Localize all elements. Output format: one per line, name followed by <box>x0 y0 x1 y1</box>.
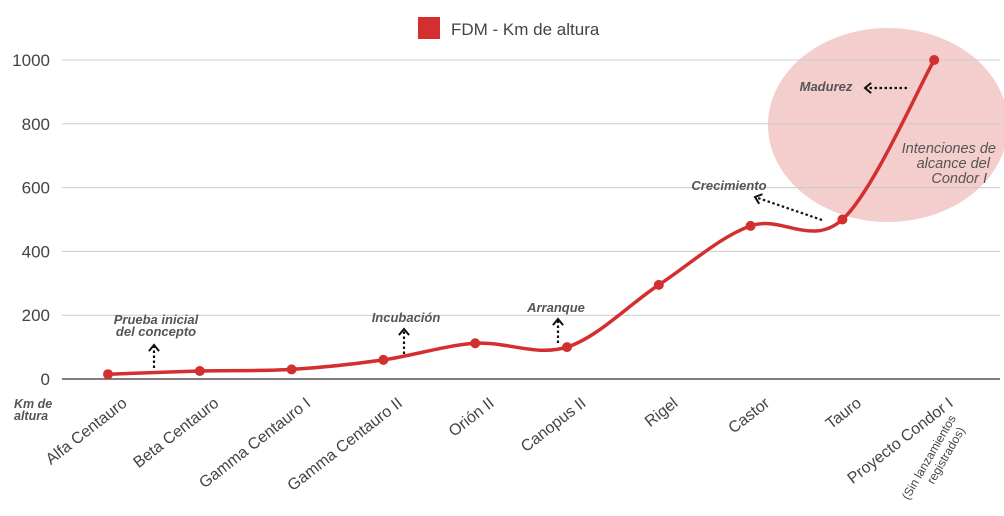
annotation-arrow <box>863 82 907 94</box>
legend-label: FDM - Km de altura <box>451 20 600 39</box>
x-tick-label: Alfa Centauro <box>43 395 131 469</box>
annotation-label: Incubación <box>372 310 441 325</box>
highlight-line1: Intenciones de <box>902 141 996 157</box>
y-tick-label: 400 <box>22 242 50 261</box>
annotation-line: Crecimiento <box>691 178 766 193</box>
data-point <box>378 354 389 365</box>
annotation-arrow <box>552 317 564 343</box>
annotation-line: Madurez <box>800 79 853 94</box>
data-point <box>653 279 664 290</box>
annotation-arrow <box>398 327 410 354</box>
data-point <box>470 338 481 349</box>
highlight-text: Intenciones de alcance del Condor I <box>902 141 1000 187</box>
x-tick-label: Tauro <box>823 395 865 433</box>
highlight-ellipse <box>768 28 1004 222</box>
annotation-label: Prueba inicial del concepto <box>114 312 199 339</box>
annotation-line: Incubación <box>372 310 441 325</box>
annotation-arrow <box>148 343 160 368</box>
highlight-line2: alcance del <box>917 156 991 172</box>
data-point <box>745 220 756 231</box>
annotation-arrow <box>753 193 823 222</box>
annotation-label: Madurez <box>800 79 853 94</box>
data-point <box>837 214 848 225</box>
x-tick-label: Orión II <box>446 395 498 441</box>
x-tick-label: Rigel <box>642 395 681 431</box>
y-tick-label: 200 <box>22 306 50 325</box>
y-tick-label: 600 <box>22 179 50 198</box>
y-axis-label: Km de altura <box>14 397 56 423</box>
annotation-label: Crecimiento <box>691 178 766 193</box>
x-tick-label: Castor <box>725 394 773 437</box>
y-axis-label-line1: Km de <box>14 397 52 411</box>
data-point <box>929 55 940 65</box>
x-tick-label: Canopus II <box>518 395 589 456</box>
y-tick-label: 800 <box>22 115 50 134</box>
y-tick-label: 0 <box>41 370 50 389</box>
annotation-label: Arranque <box>526 300 585 315</box>
y-tick-label: 1000 <box>12 51 50 70</box>
highlight-line3: Condor I <box>931 171 987 187</box>
data-point <box>286 364 297 375</box>
annotation-line: Prueba inicial <box>114 312 199 327</box>
annotation-line: del concepto <box>116 324 196 339</box>
series-line <box>106 58 936 376</box>
y-axis-label-line2: altura <box>14 409 48 423</box>
data-point <box>194 366 205 377</box>
x-tick-label: Beta Centauro <box>130 395 222 472</box>
data-point <box>562 342 572 353</box>
legend-swatch <box>418 17 440 39</box>
annotation-line: Arranque <box>526 300 585 315</box>
data-point <box>103 369 113 380</box>
